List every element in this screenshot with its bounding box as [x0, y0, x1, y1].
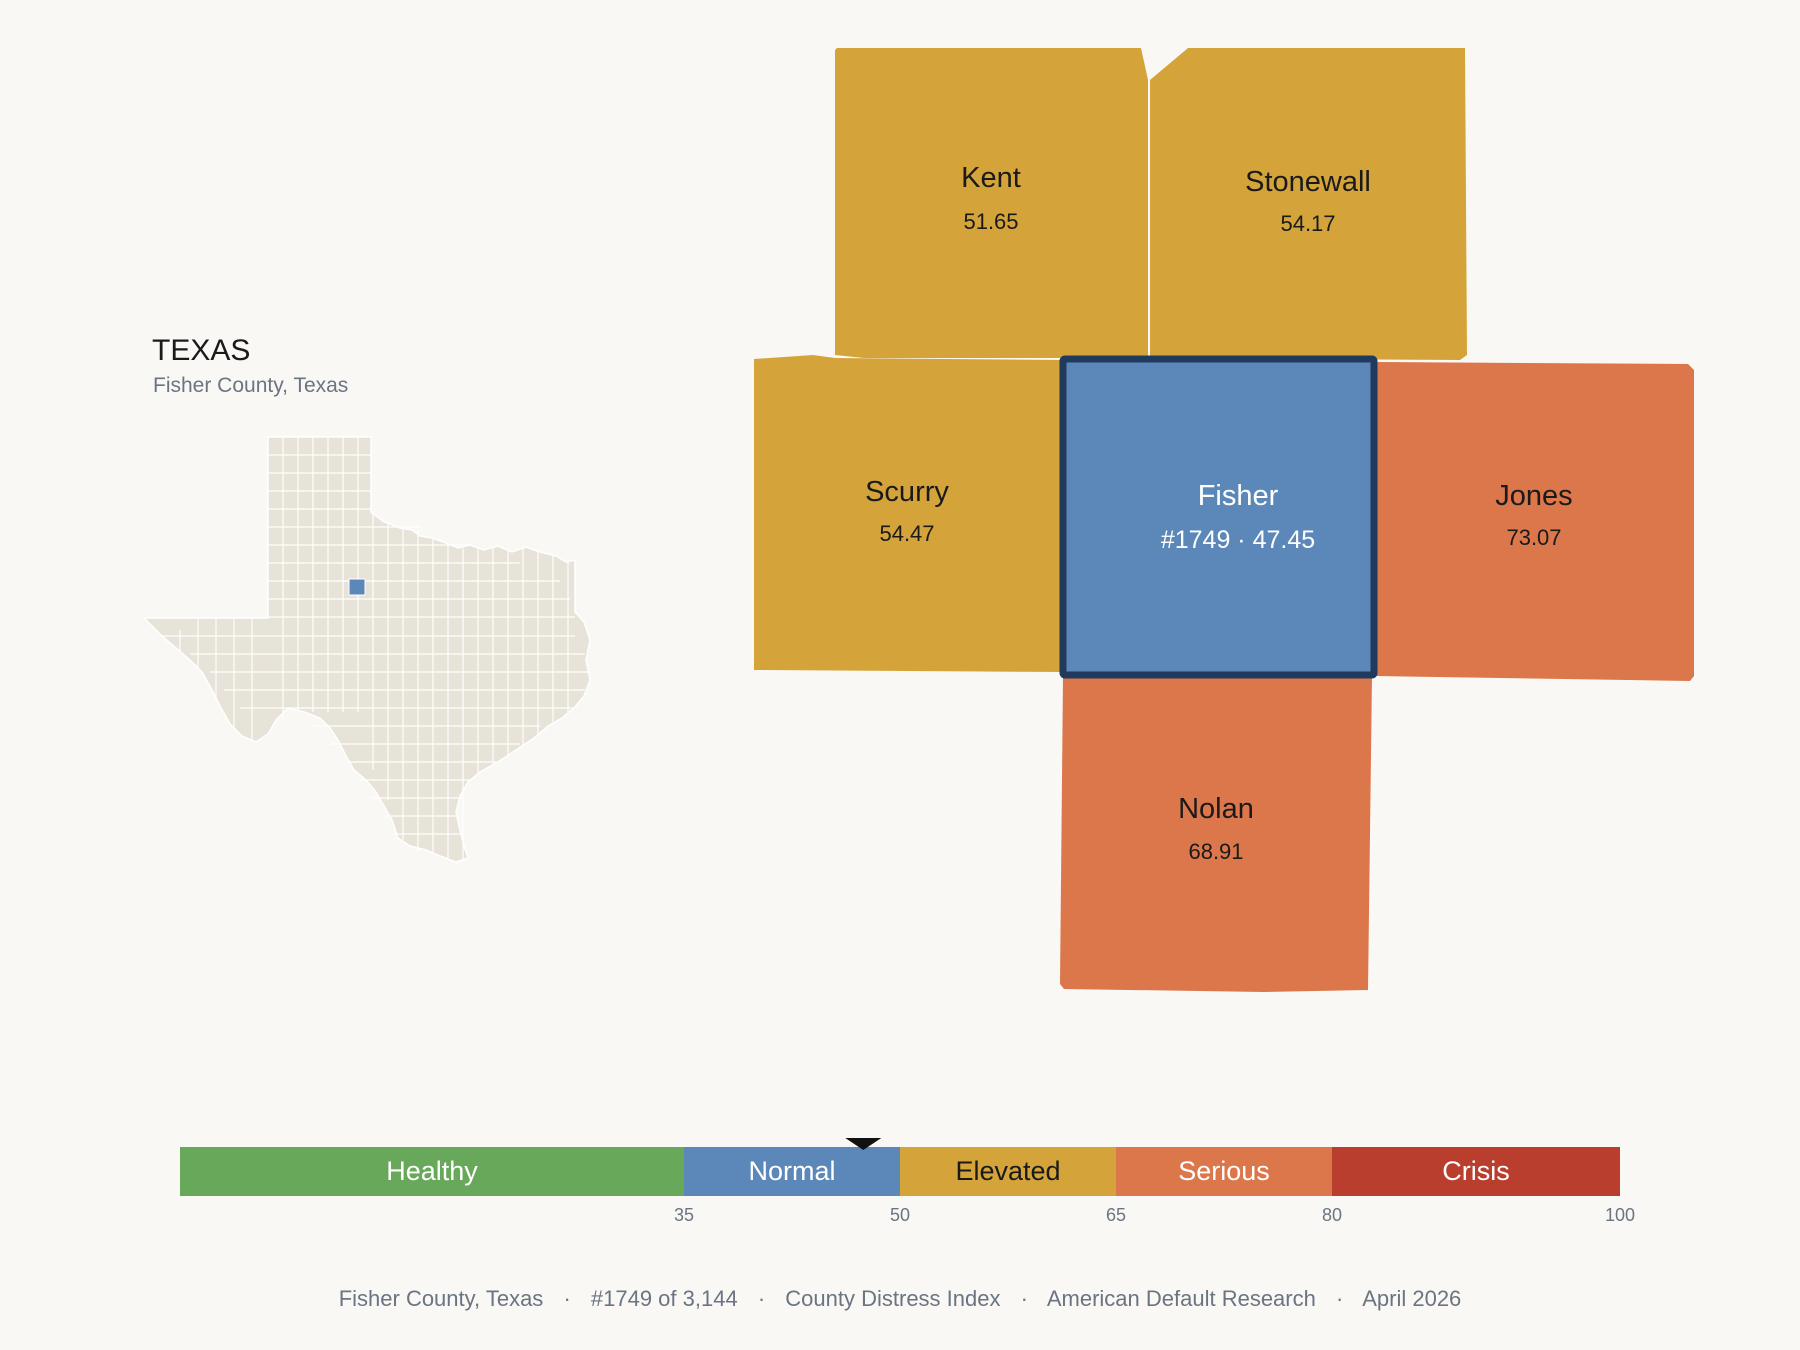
county-kent-name: Kent	[961, 162, 1021, 194]
scale-band-serious	[1116, 1147, 1332, 1196]
scale-tick-label: 80	[1322, 1205, 1342, 1225]
state-panel: TEXAS Fisher County, Texas	[142, 334, 591, 863]
county-nolan-value: 68.91	[1188, 839, 1243, 864]
county-stonewall-value: 54.17	[1280, 211, 1335, 236]
county-jones-value: 73.07	[1506, 525, 1561, 550]
county-scurry-name: Scurry	[865, 476, 949, 508]
scale-band-elevated	[900, 1147, 1116, 1196]
footer-caption: Fisher County, Texas · #1749 of 3,144 · …	[339, 1286, 1462, 1311]
texas-locator-map	[142, 436, 591, 863]
county-scurry-shape	[754, 355, 1063, 672]
footer-separator: ·	[563, 1286, 570, 1311]
county-stonewall-name: Stonewall	[1245, 166, 1371, 198]
scale-band-label-serious: Serious	[1178, 1156, 1270, 1186]
county-jones-name: Jones	[1495, 480, 1572, 512]
distress-scale-legend: Healthy Normal Elevated Serious Crisis 35 50 65…	[180, 1138, 1635, 1225]
scale-position-marker	[845, 1138, 882, 1150]
county-fisher-name: Fisher	[1198, 480, 1279, 512]
county-jones[interactable]: Jones 73.07	[1376, 362, 1694, 681]
footer-publisher: American Default Research	[1047, 1286, 1316, 1311]
scale-band-label-crisis: Crisis	[1442, 1156, 1510, 1186]
county-kent[interactable]: Kent 51.65	[835, 48, 1148, 358]
footer-index-name: County Distress Index	[785, 1286, 1000, 1311]
footer-rank: #1749 of 3,144	[591, 1286, 738, 1311]
county-fisher-shape	[1059, 355, 1378, 679]
county-nolan-shape	[1060, 676, 1372, 992]
scale-band-normal	[684, 1147, 900, 1196]
scale-band-label-elevated: Elevated	[955, 1156, 1060, 1186]
scale-tick-label: 50	[890, 1205, 910, 1225]
county-stonewall-shape	[1150, 48, 1467, 360]
county-scurry[interactable]: Scurry 54.47	[754, 355, 1063, 672]
footer-date: April 2026	[1362, 1286, 1461, 1311]
county-jones-shape	[1376, 362, 1694, 681]
scale-band-label-healthy: Healthy	[386, 1156, 478, 1186]
county-kent-value: 51.65	[963, 209, 1018, 234]
county-scurry-value: 54.47	[879, 521, 934, 546]
scale-band-crisis	[1332, 1147, 1620, 1196]
county-stonewall[interactable]: Stonewall 54.17	[1150, 48, 1467, 360]
scale-band-healthy	[180, 1147, 684, 1196]
scale-band-label-normal: Normal	[748, 1156, 835, 1186]
footer-separator: ·	[1336, 1286, 1343, 1311]
scale-tick-label: 35	[674, 1205, 694, 1225]
footer-separator: ·	[1021, 1286, 1028, 1311]
footer-separator: ·	[758, 1286, 765, 1311]
neighbor-county-map: Kent 51.65 Stonewall 54.17 Scurry 54.47 …	[754, 48, 1694, 992]
county-fisher-rank-value: #1749 · 47.45	[1161, 526, 1315, 554]
county-fisher-selected[interactable]: Fisher #1749 · 47.45	[1059, 355, 1378, 679]
state-title: TEXAS	[152, 334, 250, 367]
county-nolan[interactable]: Nolan 68.91	[1060, 676, 1372, 992]
footer-county: Fisher County, Texas	[339, 1286, 544, 1311]
county-subtitle: Fisher County, Texas	[153, 374, 348, 397]
fisher-county-marker	[348, 578, 366, 596]
scale-tick-label: 65	[1106, 1205, 1126, 1225]
county-nolan-name: Nolan	[1178, 793, 1254, 825]
scale-tick-label: 100	[1605, 1205, 1635, 1225]
county-kent-shape	[835, 48, 1148, 358]
county-grid	[160, 437, 590, 862]
